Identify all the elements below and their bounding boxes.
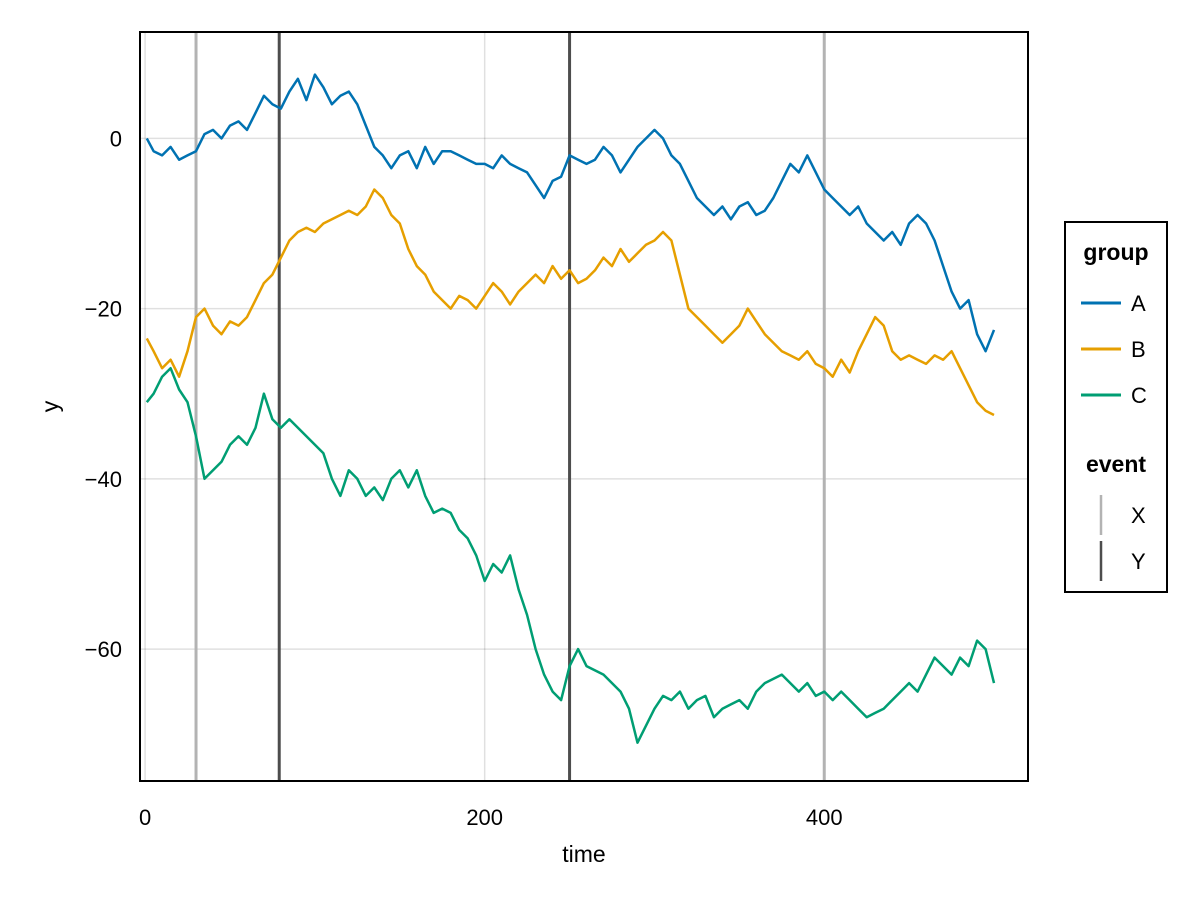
legend-label-a: A bbox=[1131, 291, 1146, 316]
legend-label-x: X bbox=[1131, 503, 1146, 528]
legend-label-y: Y bbox=[1131, 549, 1146, 574]
plot-area-frame bbox=[139, 31, 1029, 782]
series-line-c bbox=[145, 366, 996, 744]
x-axis-title: time bbox=[562, 841, 605, 867]
legend: group A B C event X Y bbox=[1064, 221, 1168, 593]
legend-title-event: event bbox=[1086, 451, 1146, 477]
series-lines bbox=[145, 73, 996, 744]
axis-ticks: 0 200 400 0 −20 −40 −60 bbox=[85, 126, 843, 830]
series-line-a bbox=[145, 73, 996, 353]
y-tick-label: 0 bbox=[110, 126, 122, 151]
series-line-b bbox=[145, 188, 995, 417]
x-tick-label: 0 bbox=[139, 805, 151, 830]
legend-label-b: B bbox=[1131, 337, 1146, 362]
y-axis-title: y bbox=[37, 400, 63, 412]
x-tick-label: 200 bbox=[466, 805, 503, 830]
legend-title-group: group bbox=[1083, 239, 1148, 265]
legend-label-c: C bbox=[1131, 383, 1147, 408]
legend-frame bbox=[1064, 221, 1168, 593]
y-tick-label: −60 bbox=[85, 637, 122, 662]
x-tick-label: 400 bbox=[806, 805, 843, 830]
y-tick-label: −40 bbox=[85, 467, 122, 492]
y-tick-label: −20 bbox=[85, 297, 122, 322]
